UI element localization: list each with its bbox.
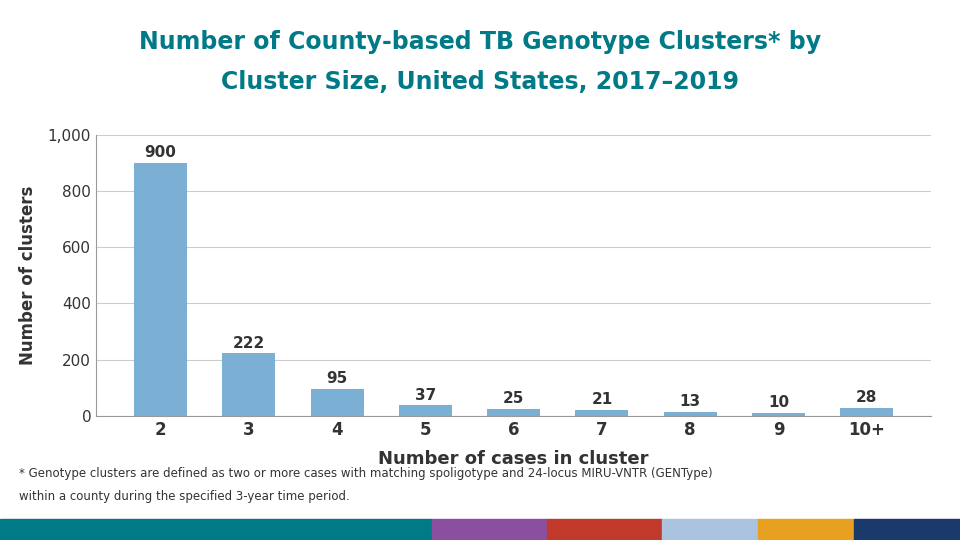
- Text: * Genotype clusters are defined as two or more cases with matching spoligotype a: * Genotype clusters are defined as two o…: [19, 467, 713, 480]
- Y-axis label: Number of clusters: Number of clusters: [18, 186, 36, 365]
- Bar: [487, 409, 540, 416]
- X-axis label: Number of cases in cluster: Number of cases in cluster: [378, 450, 649, 468]
- Text: 21: 21: [591, 392, 612, 407]
- Bar: [752, 413, 804, 416]
- Text: Cluster Size, United States, 2017–2019: Cluster Size, United States, 2017–2019: [221, 70, 739, 94]
- Text: 25: 25: [503, 391, 524, 406]
- Bar: [432, 519, 547, 540]
- Bar: [223, 354, 276, 416]
- Text: 10: 10: [768, 395, 789, 410]
- Bar: [758, 519, 854, 540]
- Text: within a county during the specified 3-year time period.: within a county during the specified 3-y…: [19, 490, 350, 503]
- Bar: [662, 519, 758, 540]
- Text: 95: 95: [326, 372, 348, 386]
- Bar: [854, 519, 960, 540]
- Bar: [840, 408, 893, 416]
- Text: 37: 37: [415, 388, 436, 403]
- Text: 13: 13: [680, 394, 701, 409]
- Bar: [0, 519, 432, 540]
- Bar: [575, 410, 629, 416]
- Text: 28: 28: [856, 390, 877, 405]
- Bar: [398, 406, 452, 416]
- Bar: [134, 163, 187, 416]
- Bar: [310, 389, 364, 416]
- Text: 222: 222: [232, 336, 265, 350]
- Text: 900: 900: [145, 145, 177, 160]
- Bar: [547, 519, 662, 540]
- Bar: [663, 412, 717, 416]
- Text: Number of County-based TB Genotype Clusters* by: Number of County-based TB Genotype Clust…: [139, 30, 821, 53]
